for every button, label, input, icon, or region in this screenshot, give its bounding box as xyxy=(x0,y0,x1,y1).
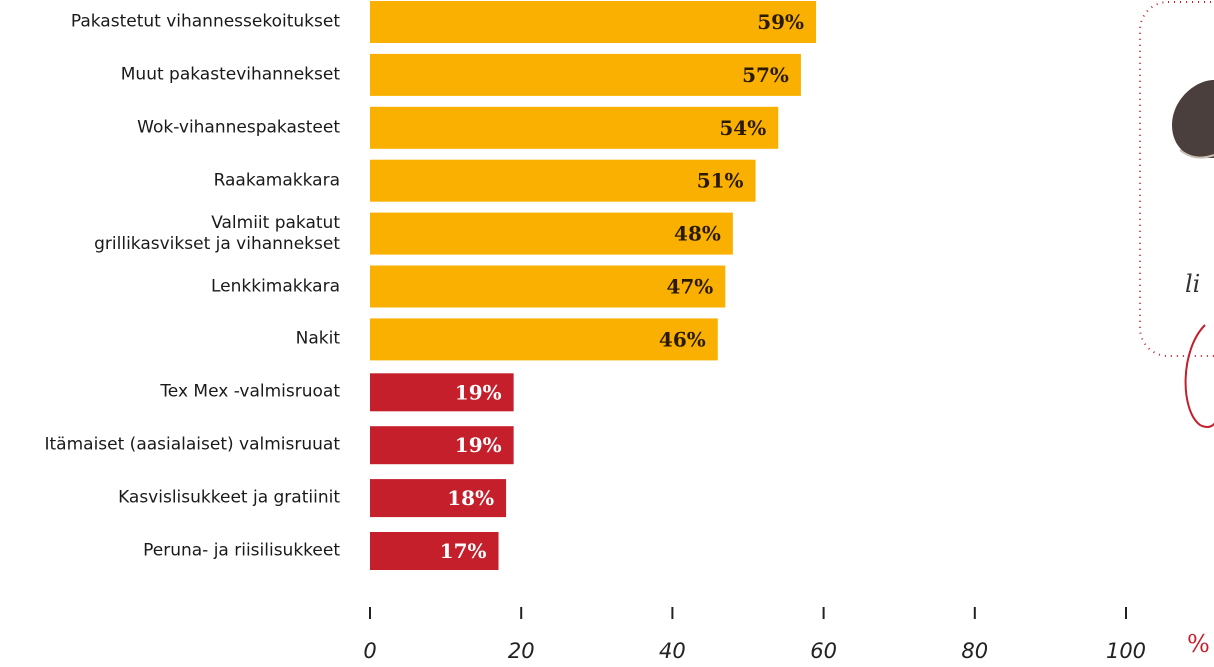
value-label: 47% xyxy=(666,275,713,299)
category-label: Lenkkimakkara xyxy=(0,276,340,297)
value-label: 57% xyxy=(742,63,789,87)
category-label: Valmiit pakatut grillikasvikset ja vihan… xyxy=(0,213,340,255)
category-label: Peruna- ja riisilisukkeet xyxy=(0,541,340,562)
x-tick-label: 20 xyxy=(508,639,535,663)
side-box xyxy=(1140,2,1214,356)
onion-icon xyxy=(1172,80,1214,158)
category-label: Kasvislisukkeet ja gratiinit xyxy=(0,488,340,509)
category-label: Pakastetut vihannessekoitukset xyxy=(0,12,340,33)
x-tick-label: 80 xyxy=(961,639,988,663)
x-tick-label: 40 xyxy=(659,639,686,663)
value-label: 18% xyxy=(447,486,494,510)
value-label: 19% xyxy=(455,380,502,404)
value-label: 51% xyxy=(697,169,744,193)
x-tick-label: 0 xyxy=(363,639,376,663)
bar xyxy=(370,54,801,96)
category-label: Nakit xyxy=(0,329,340,350)
category-label: Wok-vihannespakasteet xyxy=(0,117,340,138)
category-label: Itämaiset (aasialaiset) valmisruuat xyxy=(0,435,340,456)
value-label: 17% xyxy=(440,539,487,563)
value-label: 46% xyxy=(659,327,706,351)
annotation: li xyxy=(1185,270,1200,298)
value-label: 59% xyxy=(757,10,804,34)
x-unit: % xyxy=(1187,630,1210,658)
decor-swirl xyxy=(1186,325,1214,427)
category-label: Raakamakkara xyxy=(0,170,340,191)
bar xyxy=(370,1,816,43)
x-tick-label: 100 xyxy=(1106,639,1146,663)
value-label: 48% xyxy=(674,222,721,246)
bar xyxy=(370,107,778,149)
category-label: Muut pakastevihannekset xyxy=(0,64,340,85)
chart: li % 0 20 40 60 80 100 59% 57% 54% 51% 48% 47% 46% 19… xyxy=(0,0,1214,667)
x-tick-label: 60 xyxy=(810,639,837,663)
value-label: 19% xyxy=(455,433,502,457)
category-label: Tex Mex -valmisruoat xyxy=(0,382,340,403)
value-label: 54% xyxy=(719,116,766,140)
